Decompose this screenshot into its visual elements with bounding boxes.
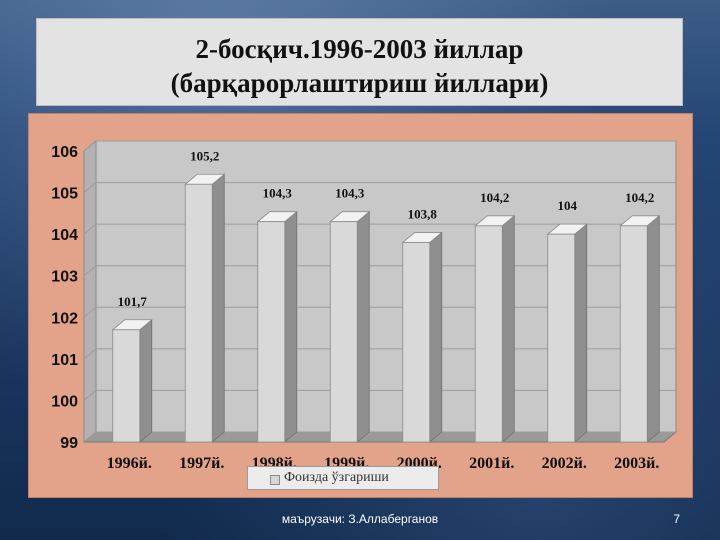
slide-title-box: 2-босқич.1996-2003 йиллар (барқарорлашти…: [36, 18, 683, 106]
bar-value-label: 104,3: [263, 186, 293, 201]
x-tick-label: 1997й.: [179, 455, 224, 472]
bar-value-label: 104,2: [625, 190, 654, 205]
gridline-side: [83, 390, 97, 401]
bar-side: [284, 210, 298, 443]
bar-side: [501, 214, 515, 443]
y-tick-label: 100: [51, 393, 78, 410]
x-tick-label: 2003й.: [614, 455, 659, 472]
slide-title-line-1: 2-босқич.1996-2003 йиллар: [195, 34, 524, 64]
bar-chart: 99 100 101 102 103 104 105 106 101,7 1996й. 105,2 1…: [51, 139, 678, 472]
slide-title-line-2: (барқарорлаштириш йиллари): [170, 68, 549, 98]
bar-value-label: 103,8: [408, 206, 438, 221]
bar: [619, 225, 648, 443]
bar: [547, 233, 576, 443]
bar-value-label: 104,3: [335, 186, 365, 201]
bar: [184, 183, 213, 443]
legend-swatch: [270, 475, 280, 485]
bar-side: [356, 210, 370, 443]
bar-value-label: 104,2: [480, 190, 509, 205]
bar: [112, 329, 141, 443]
chart-legend: Фоизда ўзгариши: [247, 466, 439, 490]
page-number: 7: [673, 512, 680, 526]
x-tick-label: 1996й.: [107, 455, 152, 472]
gridline-side: [83, 223, 97, 235]
y-tick-label: 105: [51, 186, 78, 203]
bar-value-label: 105,2: [190, 148, 219, 163]
bar-side: [646, 214, 660, 443]
y-tick-label: 102: [51, 310, 78, 327]
gridline-side: [83, 140, 97, 152]
chart-panel: 99 100 101 102 103 104 105 106 101,7 1996й. 105,2 1…: [28, 113, 693, 498]
bar: [402, 242, 431, 443]
bar: [474, 225, 503, 443]
plot-floor: [82, 431, 678, 443]
bar-side: [139, 318, 153, 443]
bar: [257, 221, 286, 443]
x-tick-label: 2001й.: [469, 455, 514, 472]
y-tick-label: 103: [51, 269, 78, 286]
y-tick-label: 104: [51, 227, 78, 244]
bar-value-label: 104: [558, 198, 578, 213]
y-tick-label: 99: [60, 435, 78, 452]
gridline-side: [83, 265, 97, 277]
gridline-side: [83, 431, 97, 443]
legend-label: Фоизда ўзгариши: [284, 470, 389, 485]
x-tick-label: 2002й.: [542, 455, 587, 472]
y-tick-label: 106: [51, 144, 78, 161]
footer-author: маърузачи: З.Аллаберганов: [281, 512, 439, 526]
bar-side: [211, 173, 225, 443]
bar-value-label: 101,7: [118, 294, 148, 309]
plot-back-wall: [95, 140, 677, 433]
bar-side: [429, 231, 443, 443]
bar-side: [574, 223, 588, 443]
gridline-side: [83, 306, 97, 318]
bar: [329, 221, 358, 443]
gridline-side: [83, 348, 97, 360]
plot-side-wall: [83, 139, 97, 444]
y-tick-label: 101: [51, 352, 78, 369]
gridline-side: [83, 182, 97, 193]
